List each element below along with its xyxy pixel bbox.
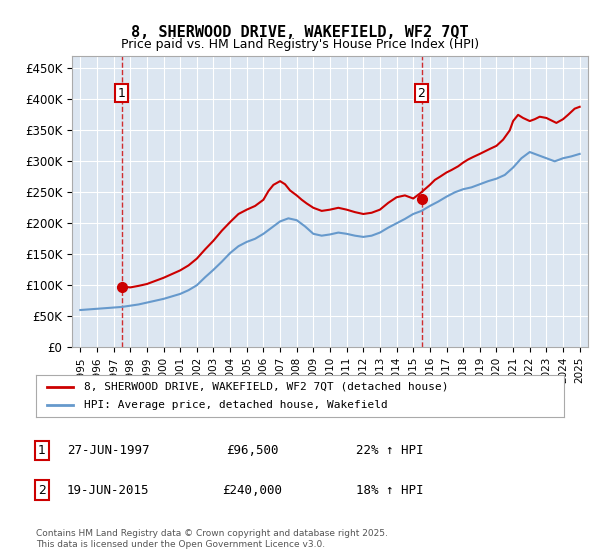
Text: 2: 2 [38,483,46,497]
Text: 8, SHERWOOD DRIVE, WAKEFIELD, WF2 7QT (detached house): 8, SHERWOOD DRIVE, WAKEFIELD, WF2 7QT (d… [83,382,448,392]
Text: 27-JUN-1997: 27-JUN-1997 [67,444,149,458]
Text: 1: 1 [118,87,126,100]
Text: £96,500: £96,500 [226,444,278,458]
Text: Contains HM Land Registry data © Crown copyright and database right 2025.
This d: Contains HM Land Registry data © Crown c… [36,529,388,549]
Text: 2: 2 [418,87,425,100]
Text: 1: 1 [38,444,46,458]
Text: 22% ↑ HPI: 22% ↑ HPI [356,444,424,458]
Text: 18% ↑ HPI: 18% ↑ HPI [356,483,424,497]
Text: 19-JUN-2015: 19-JUN-2015 [67,483,149,497]
Text: Price paid vs. HM Land Registry's House Price Index (HPI): Price paid vs. HM Land Registry's House … [121,38,479,51]
Text: 8, SHERWOOD DRIVE, WAKEFIELD, WF2 7QT: 8, SHERWOOD DRIVE, WAKEFIELD, WF2 7QT [131,25,469,40]
Text: £240,000: £240,000 [222,483,282,497]
Text: HPI: Average price, detached house, Wakefield: HPI: Average price, detached house, Wake… [83,400,387,410]
